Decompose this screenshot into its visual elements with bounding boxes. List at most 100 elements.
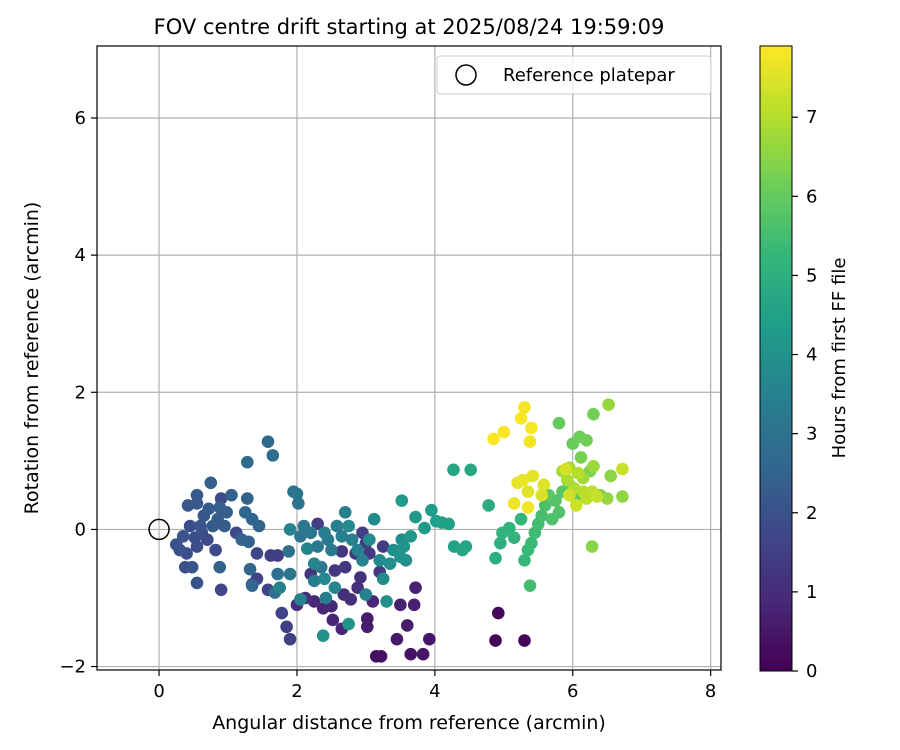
- y-axis-label: Rotation from reference (arcmin): [21, 202, 43, 515]
- data-point: [580, 433, 593, 447]
- data-point: [376, 572, 390, 586]
- data-point: [220, 505, 233, 519]
- colorbar-tick-label: 0: [806, 661, 817, 682]
- data-point: [487, 432, 500, 446]
- axis-ticks: 0 2 4 6 8 −2 0 2 4 6: [59, 108, 716, 702]
- data-point: [241, 492, 254, 505]
- colorbar: 0 1 2 3 4 5 6 7 Hours from first FF file: [759, 45, 850, 682]
- data-point: [518, 634, 531, 647]
- data-point: [330, 519, 344, 533]
- plot-area: [97, 46, 721, 670]
- data-point: [292, 497, 305, 510]
- data-point: [394, 598, 407, 612]
- data-point: [242, 535, 255, 549]
- x-tick-label: 8: [705, 681, 716, 702]
- data-point: [304, 526, 318, 540]
- data-point: [316, 601, 330, 615]
- data-point: [241, 455, 254, 469]
- data-point: [319, 591, 333, 605]
- data-point: [537, 478, 551, 492]
- data-point: [328, 564, 342, 577]
- data-point: [283, 632, 297, 646]
- data-point: [404, 529, 418, 543]
- data-point: [204, 476, 218, 490]
- data-point: [491, 606, 505, 620]
- data-point: [416, 647, 430, 661]
- data-point: [571, 466, 585, 480]
- data-point: [335, 529, 349, 543]
- data-point: [176, 529, 190, 543]
- data-point: [616, 462, 629, 476]
- data-point: [376, 540, 390, 553]
- data-point: [245, 579, 259, 592]
- data-point: [525, 421, 538, 435]
- data-point: [400, 619, 414, 632]
- data-point: [409, 581, 422, 595]
- y-tick-label: 4: [75, 245, 86, 266]
- data-point: [604, 469, 617, 483]
- data-point: [185, 560, 199, 574]
- data-point: [202, 502, 215, 516]
- data-point: [190, 576, 204, 590]
- data-point: [307, 574, 321, 588]
- data-point: [559, 462, 573, 476]
- plot-frame: [96, 45, 722, 671]
- data-point: [356, 553, 369, 567]
- data-point: [563, 488, 576, 502]
- data-point: [275, 606, 289, 620]
- legend-reference-marker: [455, 64, 477, 86]
- data-point: [380, 595, 393, 608]
- x-tick-label: 0: [153, 681, 164, 702]
- data-point: [359, 588, 373, 601]
- reference-point: [148, 518, 170, 541]
- reference-marker: [148, 518, 170, 541]
- data-point: [535, 488, 549, 502]
- data-point: [218, 519, 231, 533]
- data-point: [344, 593, 358, 606]
- data-point: [600, 492, 614, 505]
- data-point: [209, 543, 222, 557]
- data-point: [351, 581, 364, 595]
- data-point: [516, 473, 530, 487]
- data-point: [569, 499, 583, 512]
- data-point: [280, 620, 293, 634]
- data-point: [407, 598, 421, 612]
- y-tick-label: 6: [75, 108, 86, 129]
- data-point: [214, 583, 228, 597]
- legend-box: [436, 55, 712, 95]
- data-point: [616, 490, 629, 503]
- data-point: [252, 519, 266, 533]
- x-tick-label: 6: [567, 681, 578, 702]
- data-point: [338, 560, 352, 574]
- data-point: [523, 435, 537, 448]
- data-point: [523, 579, 537, 592]
- data-point: [395, 494, 409, 507]
- data-point: [418, 521, 431, 535]
- data-point: [290, 487, 304, 501]
- y-tick-label: 2: [75, 382, 86, 403]
- data-point: [552, 416, 566, 430]
- data-point: [250, 547, 264, 560]
- data-point: [503, 521, 516, 535]
- data-point: [225, 488, 238, 502]
- data-point: [188, 531, 202, 544]
- data-point: [560, 473, 574, 487]
- data-point: [489, 634, 502, 647]
- data-point: [283, 523, 297, 536]
- colorbar-tick-label: 7: [806, 107, 817, 128]
- data-point: [326, 613, 340, 627]
- data-point: [521, 501, 535, 514]
- data-point: [526, 469, 540, 483]
- data-point: [282, 545, 295, 558]
- data-point: [494, 536, 507, 550]
- data-point: [514, 512, 528, 526]
- data-point: [587, 407, 600, 421]
- data-point: [266, 449, 280, 462]
- legend-entry-label: Reference platepar: [503, 65, 675, 86]
- data-point: [525, 536, 538, 550]
- data-point: [273, 581, 287, 595]
- data-point: [374, 649, 388, 663]
- y-tick-label: −2: [59, 657, 86, 678]
- data-point: [351, 543, 364, 557]
